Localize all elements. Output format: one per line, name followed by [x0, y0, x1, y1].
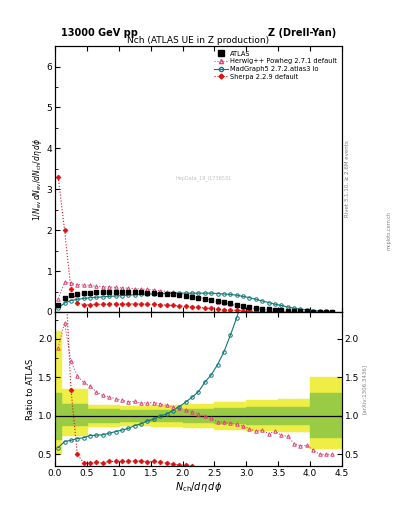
Y-axis label: Ratio to ATLAS: Ratio to ATLAS — [26, 358, 35, 419]
Y-axis label: [arXiv:1306.3436]: [arXiv:1306.3436] — [362, 364, 367, 414]
Text: 13000 GeV pp: 13000 GeV pp — [61, 28, 138, 38]
Y-axis label: $1/N_\mathrm{ev}\,dN_\mathrm{ev}/dN_\mathrm{ch}/d\eta\,d\phi$: $1/N_\mathrm{ev}\,dN_\mathrm{ev}/dN_\mat… — [31, 138, 44, 221]
Y-axis label: Rivet 3.1.10, ≥ 2.6M events: Rivet 3.1.10, ≥ 2.6M events — [345, 141, 350, 218]
Text: HepData_19_I1736531: HepData_19_I1736531 — [176, 175, 231, 181]
X-axis label: $N_\mathrm{ch}/d\eta\,d\phi$: $N_\mathrm{ch}/d\eta\,d\phi$ — [175, 480, 222, 495]
Title: Nch (ATLAS UE in Z production): Nch (ATLAS UE in Z production) — [127, 36, 270, 45]
Text: mcplots.cern.ch: mcplots.cern.ch — [386, 211, 391, 250]
Legend: ATLAS, Herwig++ Powheg 2.7.1 default, MadGraph5 2.7.2.atlas3 lo, Sherpa 2.2.9 de: ATLAS, Herwig++ Powheg 2.7.1 default, Ma… — [212, 50, 339, 81]
Text: Z (Drell-Yan): Z (Drell-Yan) — [268, 28, 336, 38]
